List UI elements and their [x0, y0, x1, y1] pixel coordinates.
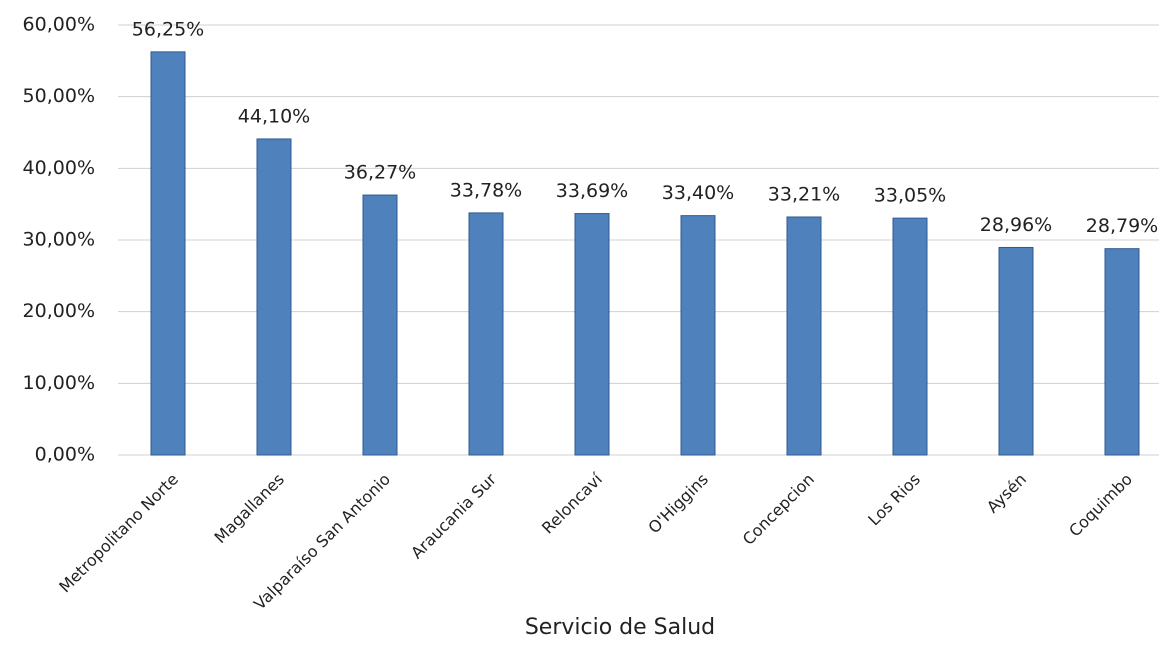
bar [1104, 248, 1140, 456]
x-tick-label: Metropolitano Norte [55, 470, 182, 597]
y-tick-label: 10,00% [23, 372, 95, 394]
value-label: 44,10% [238, 105, 310, 127]
x-tick-label: Coquimbo [1065, 470, 1136, 541]
bar [892, 217, 928, 456]
x-tick-label: Araucania Sur [407, 469, 500, 562]
value-label: 56,25% [132, 18, 204, 40]
value-label: 33,05% [874, 185, 946, 207]
value-label: 33,78% [450, 179, 522, 201]
y-tick-label: 60,00% [23, 14, 95, 36]
bar [998, 246, 1034, 456]
value-label: 28,96% [980, 214, 1052, 236]
value-label: 28,79% [1086, 215, 1158, 237]
x-tick-label: Los Rios [864, 470, 924, 530]
x-tick-label: Concepcion [739, 470, 818, 549]
value-label: 33,21% [768, 183, 840, 205]
bar [680, 215, 716, 456]
bar [150, 51, 186, 456]
value-label: 33,40% [662, 182, 734, 204]
y-tick-label: 0,00% [35, 444, 95, 466]
y-tick-label: 30,00% [23, 229, 95, 251]
x-axis-title: Servicio de Salud [525, 615, 715, 640]
x-tick-label: Aysén [983, 470, 1030, 517]
x-tick-label: Magallanes [211, 470, 288, 547]
value-label: 36,27% [344, 162, 416, 184]
y-tick-label: 50,00% [23, 85, 95, 107]
bar [468, 212, 504, 456]
bar [574, 213, 610, 456]
bar [256, 138, 292, 456]
y-tick-label: 20,00% [23, 300, 95, 322]
x-tick-label: Reloncaví [538, 469, 606, 537]
y-tick-label: 40,00% [23, 157, 95, 179]
bar [786, 216, 822, 456]
x-tick-label: O'Higgins [644, 470, 712, 538]
value-label: 33,69% [556, 180, 628, 202]
bar [362, 194, 398, 456]
